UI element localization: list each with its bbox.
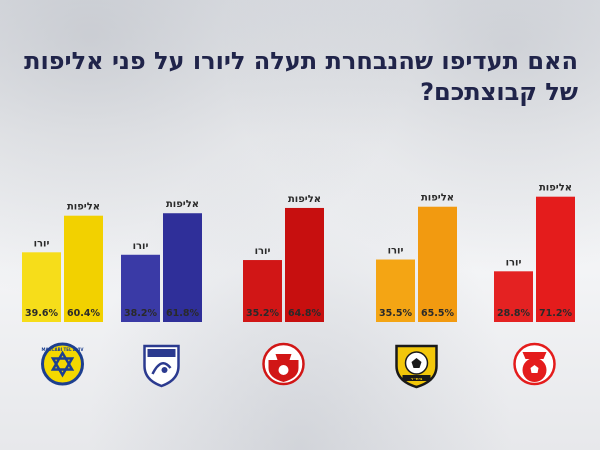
bar-category-label: יורו xyxy=(34,238,50,249)
bar xyxy=(243,260,282,322)
bar-value-label: 38.2% xyxy=(124,308,157,319)
hapoel-kfar-saba-logo xyxy=(143,344,180,388)
bar xyxy=(494,271,533,322)
logo-text: בית״ר xyxy=(411,376,423,381)
bar-value-label: 64.8% xyxy=(288,308,321,319)
bar xyxy=(376,259,415,322)
logo-text: MACCABI TEL AVIV xyxy=(42,347,85,352)
bar-category-label: אליפות xyxy=(421,193,454,204)
chart-title: האם תעדיפו שהנבחרת תעלה ליורו על פני אלי… xyxy=(24,47,578,106)
bar-value-label: 71.2% xyxy=(539,308,572,319)
bar-value-label: 60.4% xyxy=(67,308,100,319)
bar xyxy=(163,213,202,322)
bar-value-label: 35.2% xyxy=(246,308,279,319)
bar-category-label: יורו xyxy=(506,257,522,268)
bar xyxy=(121,254,160,322)
bar-category-label: אליפות xyxy=(288,194,321,205)
bar xyxy=(418,206,457,322)
bar-value-label: 39.6% xyxy=(25,308,58,319)
bar xyxy=(536,196,575,322)
bar-value-label: 35.5% xyxy=(379,308,412,319)
bar xyxy=(285,207,324,322)
beitar-jerusalem-logo: בית״ר xyxy=(395,344,438,389)
maccabi-tel-aviv-logo: MACCABI TEL AVIV xyxy=(41,342,85,386)
bar-value-label: 61.8% xyxy=(166,308,199,319)
bar-category-label: יורו xyxy=(133,241,149,252)
bar xyxy=(64,215,103,322)
bar-category-label: אליפות xyxy=(166,199,199,210)
bar xyxy=(22,252,61,322)
bar-category-label: יורו xyxy=(388,246,404,257)
bar-category-label: אליפות xyxy=(539,183,572,194)
bar-value-label: 28.8% xyxy=(497,308,530,319)
hapoel-tel-aviv-logo xyxy=(262,342,305,386)
bar-category-label: יורו xyxy=(255,246,271,257)
hapoel-beer-sheva-logo xyxy=(513,342,556,386)
bar-value-label: 65.5% xyxy=(421,308,454,319)
bar-category-label: אליפות xyxy=(67,202,100,213)
